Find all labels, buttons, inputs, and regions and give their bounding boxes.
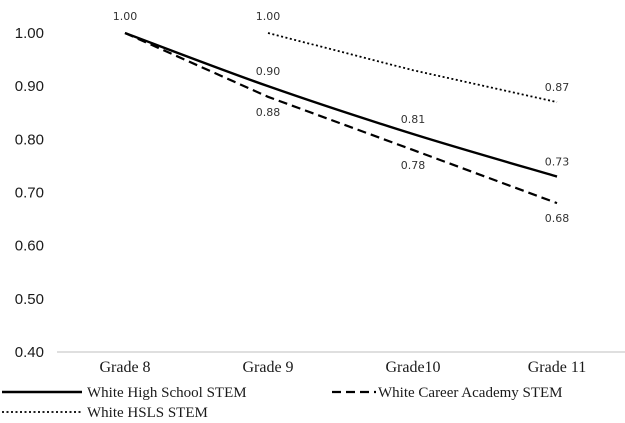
series-line-dashed bbox=[124, 31, 558, 205]
legend-label: White HSLS STEM bbox=[87, 405, 208, 421]
data-label: 0.87 bbox=[545, 81, 570, 94]
data-labels: 1.00 0.90 0.81 0.73 0.88 0.78 0.68 1.00 0.87 bbox=[113, 10, 570, 225]
data-label: 0.81 bbox=[401, 113, 426, 126]
y-tick-label: 0.90 bbox=[15, 78, 44, 95]
series-line-solid bbox=[124, 31, 558, 178]
data-label: 1.00 bbox=[113, 10, 138, 23]
series-line-dotted bbox=[267, 32, 558, 103]
x-tick-label: Grade10 bbox=[385, 359, 440, 376]
x-tick-label: Grade 8 bbox=[99, 359, 150, 376]
y-tick-label: 0.80 bbox=[15, 131, 44, 148]
data-label: 0.73 bbox=[545, 156, 570, 169]
legend-label: White Career Academy STEM bbox=[378, 385, 563, 401]
legend: White High School STEM White Career Acade… bbox=[2, 385, 563, 421]
x-tick-label: Grade 9 bbox=[242, 359, 293, 376]
series-lines bbox=[124, 31, 558, 205]
data-label: 0.68 bbox=[545, 212, 570, 225]
y-axis-ticks: 1.00 0.90 0.80 0.70 0.60 0.50 0.40 bbox=[15, 25, 44, 361]
y-tick-label: 0.40 bbox=[15, 344, 44, 361]
data-label: 0.90 bbox=[256, 65, 281, 78]
x-axis-ticks: Grade 8 Grade 9 Grade10 Grade 11 bbox=[99, 359, 586, 376]
y-tick-label: 0.60 bbox=[15, 238, 44, 255]
data-label: 1.00 bbox=[256, 10, 281, 23]
y-tick-label: 1.00 bbox=[15, 25, 44, 42]
data-label: 0.78 bbox=[401, 159, 426, 172]
x-tick-label: Grade 11 bbox=[528, 359, 587, 376]
data-label: 0.88 bbox=[256, 106, 281, 119]
y-tick-label: 0.50 bbox=[15, 291, 44, 308]
y-tick-label: 0.70 bbox=[15, 185, 44, 202]
legend-label: White High School STEM bbox=[87, 385, 247, 401]
